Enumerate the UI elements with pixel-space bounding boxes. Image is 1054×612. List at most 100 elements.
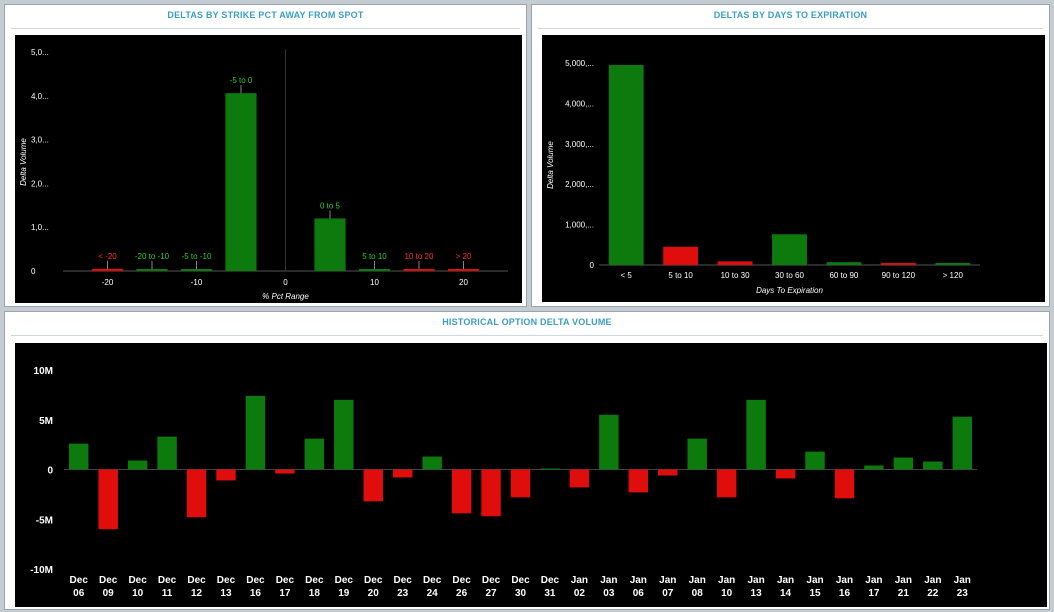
y-tick-label: 10M	[34, 366, 53, 377]
x-tick-month: Dec	[158, 575, 177, 586]
x-tick-day: 21	[898, 588, 910, 599]
y-tick-label: 5,0...	[31, 48, 49, 57]
x-tick-month: Jan	[630, 575, 647, 586]
bar	[334, 399, 354, 470]
x-tick-month: Dec	[452, 575, 471, 586]
x-tick-label: 10 to 30	[721, 271, 750, 280]
x-tick-day: 13	[220, 588, 232, 599]
x-tick-month: Jan	[718, 575, 735, 586]
bar-label: 5 to 10	[362, 252, 387, 261]
y-tick-label: -5M	[36, 515, 53, 526]
divider	[11, 28, 520, 29]
bar	[245, 395, 266, 470]
x-tick-day: 19	[338, 588, 350, 599]
x-tick-month: Dec	[128, 575, 147, 586]
y-tick-label: 4,000,...	[565, 99, 594, 108]
x-tick-month: Jan	[600, 575, 617, 586]
y-tick-label: 0	[590, 261, 595, 270]
historical-delta-chart: 10M 5M 0 -5M -10M Dec 06 Dec 09 Dec 10 Dec 11 Dec 12 De…	[30, 366, 977, 599]
x-tick-day: 03	[603, 588, 615, 599]
y-tick-label: 1,0...	[31, 223, 49, 232]
x-axis-label: Days To Expiration	[756, 286, 823, 295]
x-tick-day: 13	[751, 588, 763, 599]
bar	[403, 269, 435, 271]
x-tick-label: < 5	[621, 271, 633, 280]
x-tick-month: Dec	[423, 575, 442, 586]
y-tick-label: 4,0...	[31, 92, 49, 101]
bar	[216, 469, 236, 481]
x-tick-month: Dec	[541, 575, 560, 586]
bar	[510, 469, 531, 498]
x-tick-month: Jan	[777, 575, 794, 586]
x-tick-day: 23	[397, 588, 409, 599]
y-axis-label: Delta Volume	[546, 141, 555, 189]
x-tick-month: Dec	[276, 575, 295, 586]
x-tick-month: Jan	[806, 575, 823, 586]
bar	[422, 456, 442, 470]
bar	[186, 469, 207, 518]
bar	[805, 451, 825, 470]
bar	[358, 269, 391, 271]
x-tick-month: Jan	[865, 575, 882, 586]
x-tick-day: 30	[515, 588, 527, 599]
bar-label: < -20	[98, 252, 117, 261]
x-tick-label: -10	[191, 278, 203, 287]
bar	[275, 469, 295, 474]
x-tick-day: 09	[103, 588, 115, 599]
panel-title: HISTORICAL OPTION DELTA VOLUME	[442, 317, 612, 327]
bar-label: -5 to 0	[230, 76, 253, 85]
bar	[447, 269, 480, 271]
x-tick-month: Dec	[70, 575, 89, 586]
bar	[923, 461, 943, 470]
days-to-expiration-chart: 0 1,000,... 2,000,... 3,000,... 4,000,... 5,0…	[546, 59, 980, 295]
x-tick-day: 27	[485, 588, 497, 599]
x-tick-month: Jan	[954, 575, 971, 586]
x-tick-label: 10	[370, 278, 379, 287]
x-tick-month: Dec	[394, 575, 413, 586]
panel-title: DELTAS BY STRIKE PCT AWAY FROM SPOT	[167, 10, 364, 20]
bar	[304, 438, 325, 470]
x-tick-label: 20	[459, 278, 468, 287]
strike-chart-area: 0 1,0... 2,0... 3,0... 4,0... 5,0... Delta Vol…	[15, 35, 522, 303]
y-tick-label: 3,0...	[31, 136, 49, 145]
x-tick-label: 60 to 90	[829, 271, 858, 280]
y-tick-label: 0	[31, 267, 36, 276]
bar	[481, 469, 501, 517]
y-tick-label: 5M	[39, 416, 53, 427]
bar	[363, 469, 383, 502]
x-tick-day: 14	[780, 588, 792, 599]
expiration-chart-area: 0 1,000,... 2,000,... 3,000,... 4,000,... 5,0…	[542, 35, 1045, 302]
divider	[11, 335, 1043, 336]
bar	[952, 416, 972, 470]
x-tick-day: 16	[250, 588, 262, 599]
x-tick-label: 90 to 120	[882, 271, 916, 280]
expiration-panel: DELTAS BY DAYS TO EXPIRATION 0 1,000,... 2…	[531, 4, 1050, 307]
x-tick-month: Dec	[364, 575, 383, 586]
x-tick-label: 0	[283, 278, 288, 287]
x-tick-month: Dec	[305, 575, 324, 586]
divider	[538, 28, 1043, 29]
historical-panel: HISTORICAL OPTION DELTA VOLUME 10M 5M 0 -5M…	[4, 311, 1050, 610]
bar	[834, 469, 855, 499]
bar	[314, 218, 346, 271]
x-tick-day: 07	[662, 588, 674, 599]
x-tick-day: 17	[279, 588, 291, 599]
x-tick-day: 17	[868, 588, 880, 599]
bar	[98, 469, 118, 530]
x-tick-month: Jan	[571, 575, 588, 586]
bar-label: -20 to -10	[135, 252, 170, 261]
bar	[136, 269, 168, 271]
bar	[746, 399, 766, 470]
bar	[775, 469, 796, 479]
x-tick-month: Jan	[659, 575, 676, 586]
x-tick-month: Jan	[689, 575, 706, 586]
x-tick-day: 15	[809, 588, 821, 599]
x-tick-label: > 120	[943, 271, 964, 280]
strike-pct-chart: 0 1,0... 2,0... 3,0... 4,0... 5,0... Delta Vol…	[19, 48, 508, 301]
bar	[687, 438, 707, 470]
bar	[893, 457, 914, 470]
x-tick-day: 23	[957, 588, 969, 599]
bar	[69, 443, 89, 470]
y-tick-label: 0	[47, 466, 53, 477]
bar	[864, 465, 884, 470]
